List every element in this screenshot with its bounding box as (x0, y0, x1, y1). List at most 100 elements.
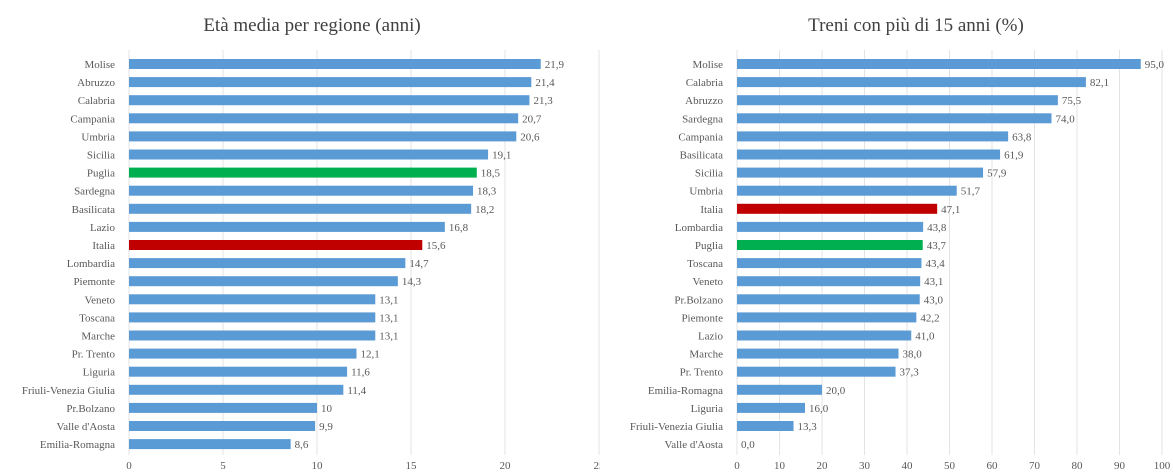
data-label: 10 (321, 403, 333, 415)
category-label: Calabria (686, 77, 723, 89)
bar (737, 221, 924, 232)
data-label: 82,1 (1090, 77, 1109, 89)
category-label: Valle d'Aosta (57, 421, 116, 433)
chart-eta-media-svg: Età media per regione (anni) 0 5 10 15 20 25 M… (22, 15, 601, 472)
data-label: 43,1 (924, 276, 943, 288)
data-label: 43,8 (927, 222, 947, 234)
category-label: Marche (81, 331, 115, 343)
chart-treni-15-anni-svg: Treni con più di 15 anni (%) 0 10 20 30 40 50… (630, 15, 1171, 472)
chart-treni-15-anni: Treni con più di 15 anni (%) 0 10 20 30 40 50… (600, 0, 1173, 473)
bar (129, 149, 489, 160)
bar (737, 276, 921, 287)
bar (737, 59, 1141, 69)
bar (129, 131, 517, 142)
category-label: Italia (700, 204, 723, 216)
data-label: 47,1 (941, 204, 960, 216)
category-label: Lombardia (675, 222, 723, 234)
bar (737, 95, 1058, 106)
bar (737, 113, 1052, 124)
category-label: Emilia-Romagna (648, 385, 723, 397)
category-label: Umbria (689, 186, 723, 198)
data-label: 21,3 (533, 95, 553, 107)
data-label: 11,4 (347, 385, 366, 397)
x-tick-label: 70 (1029, 460, 1041, 472)
bar (129, 439, 291, 450)
category-label: Liguria (83, 367, 115, 379)
category-label: Pr. Trento (72, 349, 116, 361)
category-label: Valle d'Aosta (665, 439, 724, 451)
bar (129, 258, 406, 269)
bar (737, 366, 896, 377)
bar (737, 330, 912, 341)
category-label: Basilicata (680, 150, 723, 162)
data-label: 43,0 (924, 294, 944, 306)
data-label: 12,1 (360, 349, 379, 361)
x-tick-label: 30 (859, 460, 871, 472)
data-label: 41,0 (915, 331, 935, 343)
bar (737, 167, 984, 178)
category-label: Umbria (81, 131, 115, 143)
category-label: Piemonte (73, 276, 115, 288)
category-label: Pr.Bolzano (674, 294, 723, 306)
category-label: Piemonte (681, 312, 723, 324)
chart-title: Età media per regione (anni) (203, 15, 420, 36)
data-label: 37,3 (900, 367, 920, 379)
data-label: 16,0 (809, 403, 829, 415)
x-tick-label: 25 (594, 460, 601, 472)
bar (129, 185, 474, 196)
bar (129, 95, 530, 106)
data-label: 42,2 (920, 312, 939, 324)
chart-title: Treni con più di 15 anni (%) (808, 15, 1024, 36)
data-label: 16,8 (449, 222, 469, 234)
x-tick-label: 0 (126, 460, 132, 472)
x-tick-label: 5 (220, 460, 226, 472)
bar (737, 149, 1001, 160)
category-label: Lazio (698, 331, 724, 343)
data-label: 14,3 (402, 276, 422, 288)
category-label: Friuli-Venezia Giulia (630, 421, 723, 433)
bar (737, 77, 1086, 88)
bar (737, 312, 917, 323)
category-label: Sardegna (74, 186, 115, 198)
bar (129, 221, 445, 232)
x-tick-label: 100 (1154, 460, 1171, 472)
data-label: 61,9 (1004, 150, 1024, 162)
bar (129, 330, 376, 341)
data-label: 57,9 (987, 168, 1007, 180)
category-label: Toscana (79, 312, 115, 324)
bar (129, 276, 398, 287)
bar (737, 203, 938, 214)
category-label: Abruzzo (77, 77, 115, 89)
x-tick-label: 10 (312, 460, 324, 472)
bar (129, 402, 317, 413)
bar (737, 258, 922, 269)
data-label: 43,7 (927, 240, 947, 252)
data-label: 43,4 (925, 258, 945, 270)
x-tick-label: 50 (944, 460, 956, 472)
data-label: 21,9 (545, 59, 565, 71)
data-label: 63,8 (1012, 131, 1032, 143)
data-label: 20,0 (826, 385, 846, 397)
category-label: Campania (678, 131, 723, 143)
category-label: Abruzzo (685, 95, 723, 107)
bar (129, 77, 532, 88)
x-tick-label: 40 (902, 460, 914, 472)
category-label: Calabria (78, 95, 115, 107)
chart-eta-media: Età media per regione (anni) 0 5 10 15 20 25 M… (22, 15, 601, 472)
bar (129, 366, 348, 377)
data-label: 18,2 (475, 204, 494, 216)
category-label: Friuli-Venezia Giulia (22, 385, 115, 397)
category-label: Sicilia (87, 150, 115, 162)
x-tick-label: 0 (734, 460, 740, 472)
bar (129, 312, 376, 323)
data-label: 38,0 (903, 349, 923, 361)
data-label: 20,7 (522, 113, 542, 125)
category-label: Lombardia (67, 258, 115, 270)
data-label: 20,6 (520, 131, 540, 143)
x-tick-label: 15 (406, 460, 418, 472)
category-label: Sicilia (695, 168, 723, 180)
category-label: Lazio (90, 222, 116, 234)
category-label: Italia (92, 240, 115, 252)
bar (129, 59, 541, 69)
bar (737, 348, 899, 359)
